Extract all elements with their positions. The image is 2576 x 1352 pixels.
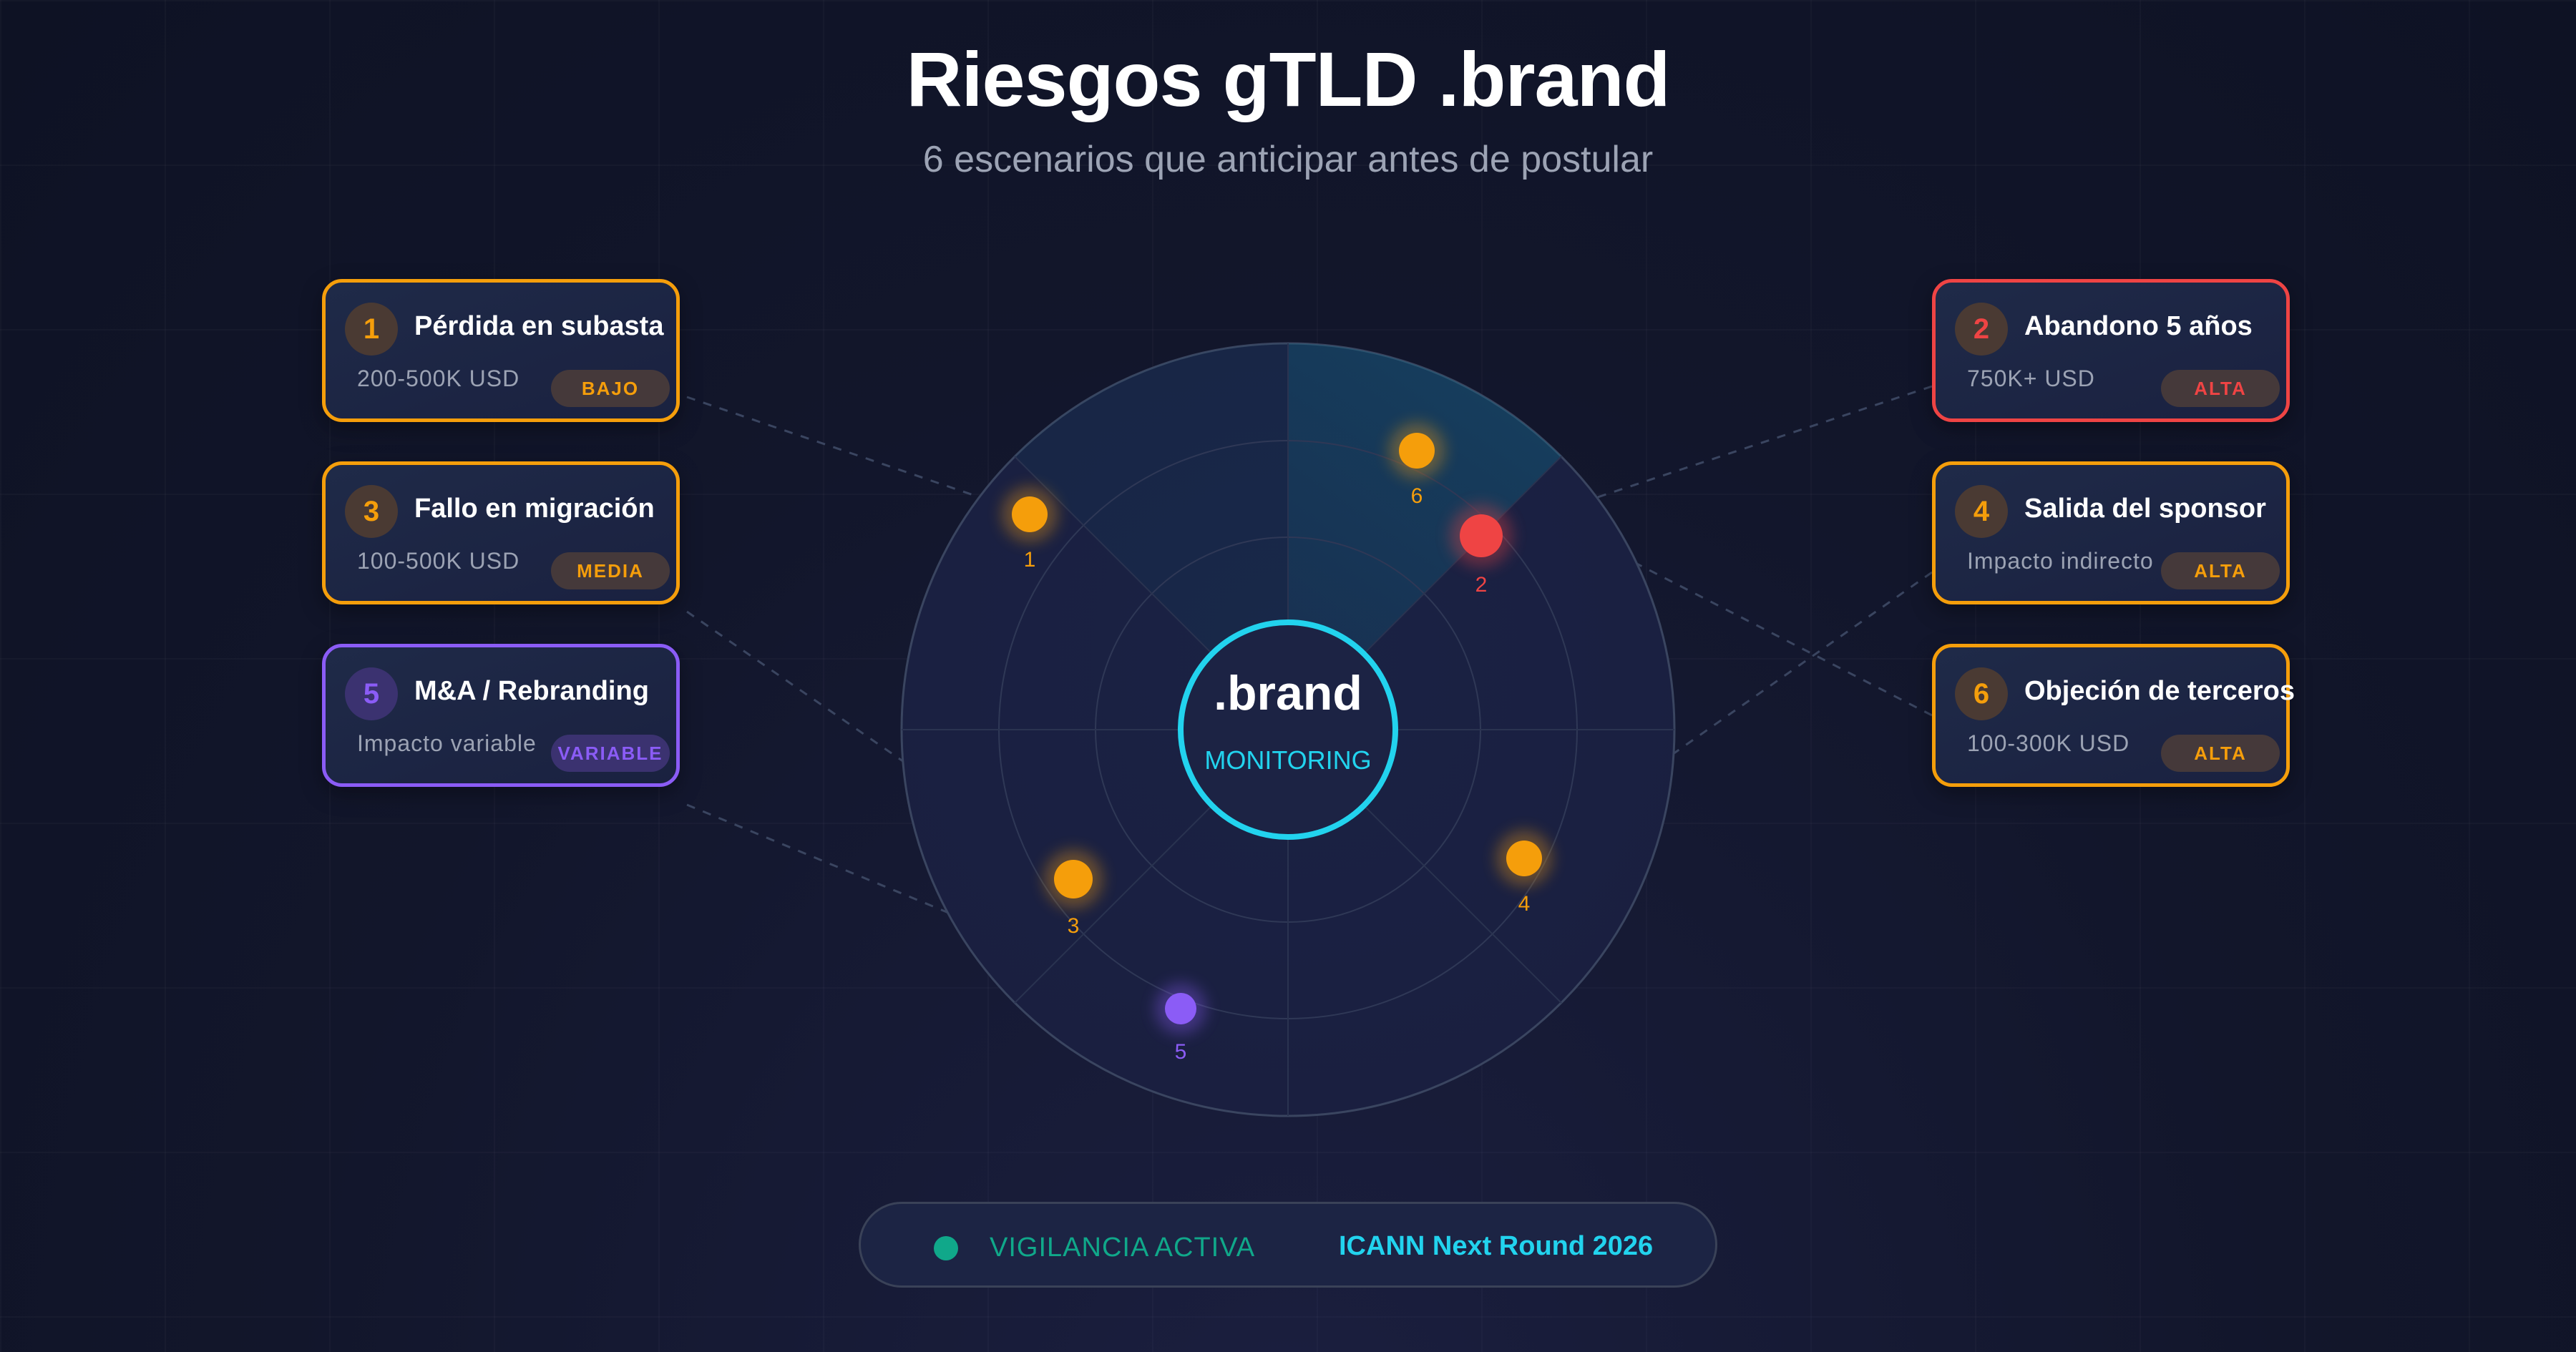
risk-level-badge: ALTA [2161,370,2280,407]
risk-title: Salida del sponsor [2024,494,2266,524]
page-title: Riesgos gTLD .brand [906,36,1670,122]
risk-impact: 100-500K USD [357,548,520,574]
risk-dots: 1 2 3 4 5 6 [1002,423,1552,1064]
risk-level-badge: ALTA [2161,552,2280,589]
risk-dot-marker [1506,841,1542,876]
risk-dot-marker [1460,514,1503,557]
radar-sweep-trail [1015,343,1288,730]
risk-title: Objeción de terceros [2024,676,2296,706]
risk-dot-label: 3 [1068,914,1080,938]
risk-dot-marker [1399,433,1435,469]
risk-dot-3[interactable]: 3 [1044,850,1103,938]
risk-dot-marker [1165,993,1196,1024]
risk-card-3[interactable]: 3 Fallo en migración 100-500K USD MEDIA [322,461,680,604]
risk-dot-label: 6 [1411,484,1423,508]
monitoring-status: VIGILANCIA ACTIVA [990,1233,1256,1263]
risk-card-2[interactable]: 2 Abandono 5 años 750K+ USD ALTA [1932,279,2290,422]
risk-dot-1[interactable]: 1 [1002,486,1058,572]
risk-dot-marker [1054,860,1093,898]
risk-number-badge: 2 [1955,303,2008,356]
risk-dot-label: 4 [1518,892,1531,916]
risk-dot-2[interactable]: 2 [1450,504,1513,597]
risk-dot-4[interactable]: 4 [1496,831,1552,916]
risk-number-badge: 6 [1955,667,2008,720]
risk-dot-6[interactable]: 6 [1389,423,1445,508]
page-subtitle: 6 escenarios que anticipar antes de post… [922,139,1654,180]
risk-title: M&A / Rebranding [414,676,649,706]
risk-card-6[interactable]: 6 Objeción de terceros 100-300K USD ALTA [1932,644,2295,787]
risk-title: Abandono 5 años [2024,311,2253,341]
connector-line-5 [686,803,1181,1010]
risk-impact: Impacto indirecto [1967,548,2154,574]
risk-dot-label: 2 [1475,573,1488,597]
center-status: MONITORING [1204,745,1371,775]
risk-number-badge: 5 [345,667,398,720]
active-indicator-icon [934,1236,958,1260]
risk-title: Fallo en migración [414,494,655,524]
risk-card-4[interactable]: 4 Salida del sponsor Impacto indirecto ALTA [1932,461,2290,604]
connector-line-1 [686,396,1030,516]
risk-impact: 200-500K USD [357,366,520,391]
risk-dot-marker [1012,496,1048,532]
risk-impact: 100-300K USD [1967,730,2130,756]
icann-round: ICANN Next Round 2026 [1339,1231,1654,1261]
center-label: .brand [1214,666,1362,720]
risk-dot-label: 5 [1175,1040,1187,1064]
risk-number-badge: 4 [1955,485,2008,538]
risk-dot-5[interactable]: 5 [1155,983,1206,1064]
risk-level-badge: BAJO [551,370,670,407]
radar-sweep [1288,343,1561,730]
risk-impact: 750K+ USD [1967,366,2095,391]
risk-dot-label: 1 [1024,548,1036,572]
risk-level-badge: ALTA [2161,735,2280,772]
status-bar: VIGILANCIA ACTIVA ICANN Next Round 2026 [859,1202,1717,1288]
risk-impact: Impacto variable [357,730,537,756]
risk-number-badge: 3 [345,485,398,538]
risk-title: Pérdida en subasta [414,311,664,341]
risk-card-1[interactable]: 1 Pérdida en subasta 200-500K USD BAJO [322,279,680,422]
center-hub [1178,619,1398,840]
risk-level-badge: VARIABLE [551,735,670,772]
risk-card-5[interactable]: 5 M&A / Rebranding Impacto variable VARIABL… [322,644,680,787]
risk-level-badge: MEDIA [551,552,670,589]
risk-number-badge: 1 [345,303,398,356]
